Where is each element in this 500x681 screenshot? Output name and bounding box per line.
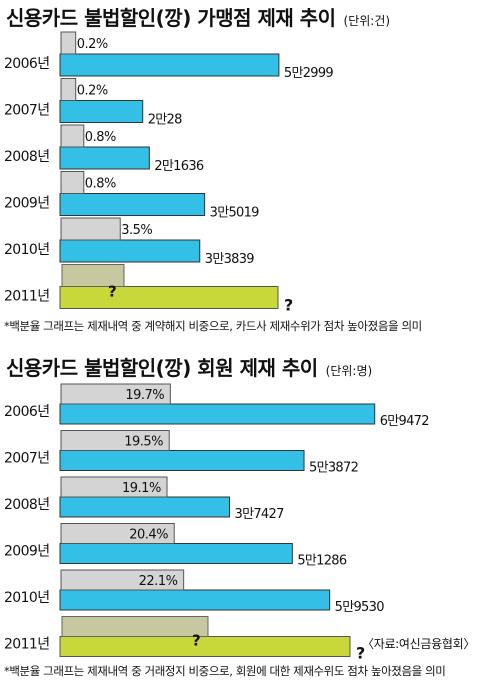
chart1-year-label: 2010년	[4, 242, 50, 258]
chart2-year-label: 2007년	[4, 451, 50, 467]
chart1-count-bar	[59, 53, 280, 77]
chart1-unit: (단위:건)	[343, 14, 391, 28]
chart1-percent-label: 0.8%	[85, 130, 116, 145]
chart2-percent-label: 19.7%	[125, 388, 164, 403]
chart1-percent-bar	[60, 78, 77, 101]
chart1-percent-bar	[60, 171, 85, 194]
chart2-plot: 2006년 19.7% 6만9472 2007년 19.5% 5만3872 2008년 19.…	[4, 383, 430, 663]
chart2-percent-bar	[60, 523, 175, 544]
chart1-percent-bar	[60, 124, 85, 148]
chart2-percent-bar-unknown	[61, 616, 209, 637]
chart1-percent-label: 0.8%	[85, 177, 116, 192]
chart2-count-bar	[59, 403, 376, 425]
chart1-count-label: 5만2999	[284, 66, 334, 81]
chart1-percent-label: 0.2%	[77, 37, 108, 52]
chart2-source: 〈자료:여신금융협회〉	[362, 637, 476, 651]
chart1-percent-bar	[60, 217, 121, 241]
chart2-year-label: 2010년	[4, 590, 50, 606]
chart2-unit: (단위:명)	[325, 364, 373, 378]
chart2-percent-label: 19.1%	[122, 481, 161, 496]
chart2-count-label: ?	[356, 644, 365, 663]
chart2-bar-unknown	[59, 636, 351, 657]
chart2-count-label: 5만1286	[297, 554, 347, 569]
chart2-count-label: 5만9530	[335, 600, 385, 615]
chart1-year-label: 2008년	[4, 149, 50, 165]
chart1-percent-label: 3.5%	[121, 223, 152, 238]
chart1-percent-bar-unknown	[61, 264, 125, 287]
chart1-count-label: ?	[284, 296, 293, 315]
chart1-count-label: 3만3839	[205, 252, 255, 267]
chart1-percent-label: 0.2%	[77, 84, 108, 99]
chart1-percent-bar	[60, 31, 77, 55]
chart1-count-bar	[59, 146, 150, 170]
chart1-year-label: 2009년	[4, 196, 50, 212]
chart1-count-label: 2만28	[148, 113, 182, 128]
chart1-title: 신용카드 불법할인(깡) 가맹점 제재 추이 (단위:건)	[6, 2, 390, 31]
chart2-count-label: 3만7427	[235, 507, 285, 522]
chart2-year-label: 2008년	[4, 497, 50, 513]
chart1-count-label: 3만5019	[210, 206, 260, 221]
chart1-percent-label: ?	[108, 283, 117, 301]
chart1-count-label: 2만1636	[154, 159, 204, 174]
chart2-count-bar	[59, 496, 231, 518]
chart2-footnote: *백분율 그래프는 제재내역 중 거래정지 비중으로, 회원에 대한 제재수위도…	[4, 664, 446, 678]
chart2-percent-bar	[60, 430, 170, 451]
chart2-percent-label: 19.5%	[124, 435, 163, 450]
chart1-year-label: 2006년	[4, 56, 50, 72]
chart2-count-label: 6만9472	[380, 414, 429, 429]
chart2-title: 신용카드 불법할인(깡) 회원 제재 추이 (단위:명)	[6, 352, 372, 381]
chart1-year-label: 2011년	[4, 289, 50, 305]
chart2-year-label: 2006년	[4, 404, 50, 420]
chart2-year-label: 2011년	[4, 637, 50, 653]
chart1-title-text: 신용카드 불법할인(깡) 가맹점 제재 추이	[6, 6, 336, 30]
chart1-bar-unknown	[59, 286, 279, 309]
chart1-footnote: *백분율 그래프는 제재내역 중 계약해지 비중으로, 카드사 제재수위가 점차…	[4, 319, 422, 333]
chart2-percent-label: ?	[192, 632, 201, 650]
chart1-year-label: 2007년	[4, 103, 50, 119]
chart2-percent-label: 20.4%	[129, 528, 168, 543]
chart2-count-bar	[59, 543, 293, 564]
chart1-count-bar	[59, 193, 206, 216]
chart2-year-label: 2009년	[4, 544, 50, 560]
chart1-plot: 2006년 0.2% 5만2999 2007년 0.2% 2만28 2008년 0.8% 2만1…	[4, 31, 334, 315]
chart2-percent-bar	[60, 476, 168, 498]
chart2-percent-bar	[60, 383, 171, 405]
chart1-count-bar	[59, 100, 144, 123]
chart2-count-bar	[59, 450, 305, 471]
chart2-percent-bar	[60, 569, 185, 591]
chart2-count-label: 5만3872	[309, 461, 358, 476]
chart2-count-bar	[59, 589, 331, 611]
chart2-percent-label: 22.1%	[139, 574, 178, 589]
chart1-count-bar	[59, 239, 201, 263]
chart2-title-text: 신용카드 불법할인(깡) 회원 제재 추이	[6, 356, 318, 380]
